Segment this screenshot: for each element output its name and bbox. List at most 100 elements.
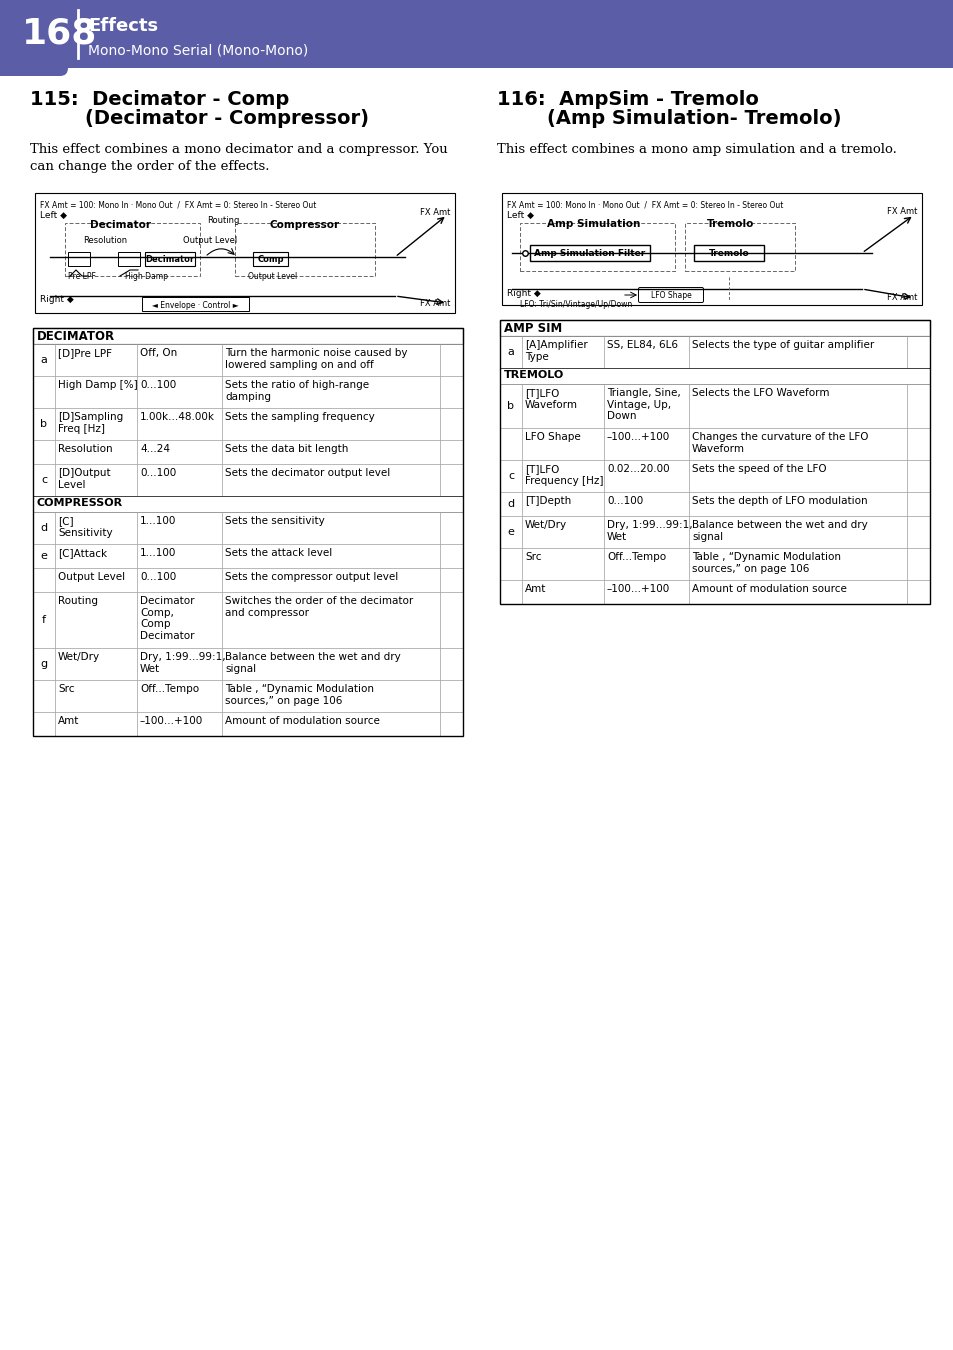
Bar <box>906 428 929 460</box>
Text: 115:  Decimator - Comp: 115: Decimator - Comp <box>30 90 289 109</box>
Bar <box>439 648 462 680</box>
Bar <box>33 328 462 736</box>
Bar <box>33 495 462 512</box>
Bar <box>222 568 439 593</box>
Text: [C]
Sensitivity: [C] Sensitivity <box>58 516 112 537</box>
Bar <box>55 344 137 377</box>
Text: AMP SIM: AMP SIM <box>503 323 561 335</box>
Bar <box>906 460 929 491</box>
Text: FX Amt: FX Amt <box>419 208 450 217</box>
Text: [C]Attack: [C]Attack <box>58 548 107 558</box>
Text: d: d <box>507 500 514 509</box>
Text: a: a <box>507 347 514 356</box>
Text: a: a <box>41 355 48 364</box>
Bar <box>55 680 137 711</box>
Bar <box>222 648 439 680</box>
Text: [T]LFO
Waveform: [T]LFO Waveform <box>524 387 578 409</box>
Text: 0...100: 0...100 <box>140 572 176 582</box>
Text: This effect combines a mono amp simulation and a tremolo.: This effect combines a mono amp simulati… <box>497 143 896 157</box>
Bar <box>439 711 462 736</box>
Bar <box>33 568 55 593</box>
Bar <box>137 568 222 593</box>
Text: 168: 168 <box>22 18 97 51</box>
Text: Tremolo: Tremolo <box>706 219 754 230</box>
Bar <box>55 440 137 464</box>
Bar <box>33 593 55 648</box>
Bar <box>906 548 929 580</box>
FancyBboxPatch shape <box>530 244 649 261</box>
Text: Routing: Routing <box>207 216 239 225</box>
Bar <box>33 544 55 568</box>
Bar <box>521 548 603 580</box>
Bar <box>137 512 222 544</box>
Bar <box>137 593 222 648</box>
Bar <box>688 460 906 491</box>
Bar <box>906 491 929 516</box>
Bar <box>906 336 929 369</box>
Text: g: g <box>40 659 48 670</box>
Bar <box>439 512 462 544</box>
Text: [D]Sampling
Freq [Hz]: [D]Sampling Freq [Hz] <box>58 412 123 433</box>
Text: Right ◆: Right ◆ <box>40 296 73 304</box>
Bar <box>137 544 222 568</box>
Text: 0...100: 0...100 <box>606 495 642 506</box>
Text: Output Level: Output Level <box>183 236 237 244</box>
Text: Selects the LFO Waveform: Selects the LFO Waveform <box>691 387 828 398</box>
Bar <box>499 320 929 603</box>
Text: COMPRESSOR: COMPRESSOR <box>37 498 123 508</box>
Text: 1.00k...48.00k: 1.00k...48.00k <box>140 412 214 423</box>
Bar <box>521 336 603 369</box>
Text: FX Amt: FX Amt <box>419 298 450 308</box>
Bar <box>33 440 55 464</box>
Text: Effects: Effects <box>88 18 158 35</box>
Bar <box>33 377 55 408</box>
Bar <box>33 408 55 440</box>
Text: Sets the compressor output level: Sets the compressor output level <box>225 572 397 582</box>
Text: Sets the speed of the LFO: Sets the speed of the LFO <box>691 464 825 474</box>
Text: Comp: Comp <box>257 255 284 265</box>
Bar <box>499 336 521 369</box>
Bar <box>118 252 140 266</box>
Bar <box>603 516 688 548</box>
Bar <box>439 568 462 593</box>
Text: d: d <box>40 522 48 533</box>
Text: Off...Tempo: Off...Tempo <box>606 552 665 562</box>
Text: Dry, 1:99...99:1,
Wet: Dry, 1:99...99:1, Wet <box>140 652 226 674</box>
Text: Switches the order of the decimator
and compressor: Switches the order of the decimator and … <box>225 595 413 617</box>
Text: LFO Shape: LFO Shape <box>524 432 580 441</box>
Bar <box>33 680 55 711</box>
Text: Wet/Dry: Wet/Dry <box>58 652 100 662</box>
Bar <box>222 512 439 544</box>
Text: Decimator
Comp,
Comp
Decimator: Decimator Comp, Comp Decimator <box>140 595 194 641</box>
Text: LFO: Tri/Sin/Vintage/Up/Down: LFO: Tri/Sin/Vintage/Up/Down <box>519 300 632 309</box>
Text: FX Amt = 100: Mono In · Mono Out  /  FX Amt = 0: Stereo In - Stereo Out: FX Amt = 100: Mono In · Mono Out / FX Am… <box>506 201 782 211</box>
Bar <box>439 680 462 711</box>
Bar <box>688 516 906 548</box>
Text: Left ◆: Left ◆ <box>506 211 534 220</box>
Bar <box>33 512 55 544</box>
Text: LFO Shape: LFO Shape <box>650 292 691 301</box>
Text: Wet/Dry: Wet/Dry <box>524 520 566 531</box>
Text: Sets the depth of LFO modulation: Sets the depth of LFO modulation <box>691 495 866 506</box>
Bar <box>137 464 222 495</box>
Bar <box>222 440 439 464</box>
Text: –100...+100: –100...+100 <box>606 585 670 594</box>
FancyBboxPatch shape <box>638 288 702 302</box>
Text: Amt: Amt <box>524 585 546 594</box>
Text: FX Amt: FX Amt <box>885 207 916 216</box>
Bar <box>137 680 222 711</box>
Bar <box>499 460 521 491</box>
Text: Amp Simulation: Amp Simulation <box>546 219 639 230</box>
Text: Off...Tempo: Off...Tempo <box>140 684 199 694</box>
Bar <box>521 516 603 548</box>
FancyBboxPatch shape <box>253 252 288 266</box>
Bar <box>521 491 603 516</box>
Text: 1...100: 1...100 <box>140 548 176 558</box>
Text: Balance between the wet and dry
signal: Balance between the wet and dry signal <box>225 652 400 674</box>
Bar <box>906 580 929 603</box>
Bar <box>55 593 137 648</box>
Bar <box>439 593 462 648</box>
Bar <box>137 408 222 440</box>
Bar <box>55 377 137 408</box>
Bar <box>33 464 55 495</box>
